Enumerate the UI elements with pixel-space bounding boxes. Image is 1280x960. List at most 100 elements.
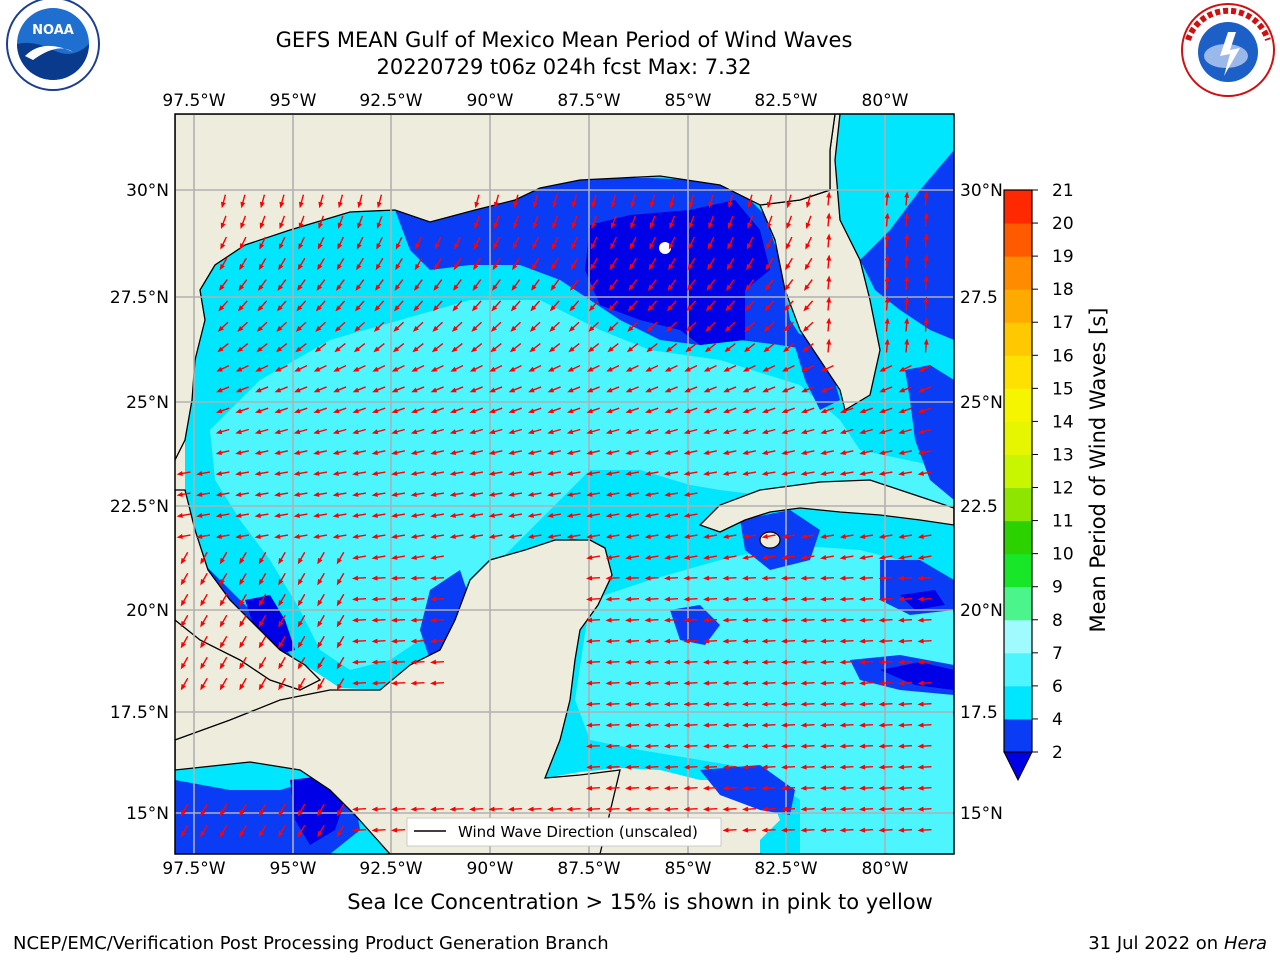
- wave-arrow: [923, 254, 929, 269]
- wave-arrow: [722, 470, 737, 476]
- wave-arrow: [430, 617, 445, 623]
- wave-arrow: [313, 407, 327, 414]
- wave-arrow: [371, 491, 386, 497]
- wave-arrow: [297, 656, 306, 670]
- wave-arrow: [683, 512, 698, 518]
- wave-arrow: [375, 257, 384, 271]
- wave-arrow: [683, 596, 698, 602]
- wave-arrow: [274, 533, 289, 539]
- wave-arrow: [839, 575, 854, 581]
- wave-arrow: [859, 450, 874, 455]
- wave-arrow: [802, 343, 814, 353]
- map-grid: [175, 114, 954, 854]
- wave-arrow: [527, 512, 542, 518]
- wave-arrow: [761, 617, 776, 623]
- wave-arrow: [454, 236, 461, 250]
- wave-arrow: [723, 365, 737, 372]
- wave-arrow: [391, 827, 406, 833]
- wave-arrow: [258, 614, 267, 628]
- wave-arrow: [669, 215, 676, 229]
- wave-arrow: [839, 743, 854, 749]
- wave-arrow: [878, 533, 893, 539]
- wave-arrow: [785, 236, 793, 250]
- wave-arrow: [352, 806, 367, 812]
- wave-arrow: [200, 635, 208, 649]
- lon-tick-bottom: 82.5°W: [754, 859, 817, 879]
- wave-arrow: [762, 386, 776, 393]
- wave-arrow: [294, 365, 308, 372]
- wave-arrow: [839, 533, 854, 539]
- wave-arrow: [898, 806, 913, 812]
- wave-arrow: [254, 428, 269, 435]
- wave-arrow: [703, 365, 717, 372]
- wave-arrow: [552, 194, 558, 209]
- wave-arrow: [608, 300, 619, 312]
- wave-arrow: [336, 677, 345, 691]
- wave-arrow: [743, 343, 756, 353]
- wave-arrow: [430, 533, 445, 539]
- wave-arrow: [587, 343, 600, 353]
- wave-arrow: [839, 701, 854, 707]
- wave-arrow: [200, 614, 208, 628]
- wave-arrow: [859, 575, 874, 581]
- wave-arrow: [274, 512, 289, 518]
- wave-arrow: [513, 194, 519, 209]
- wave-arrow: [336, 614, 345, 628]
- wave-arrow: [433, 279, 443, 291]
- wave-arrow: [898, 470, 913, 476]
- wave-arrow: [391, 512, 406, 518]
- wave-arrow: [278, 803, 286, 817]
- wave-arrow: [430, 407, 444, 414]
- wave-arrow: [664, 470, 679, 476]
- wave-arrow: [586, 680, 601, 686]
- wave-arrow: [357, 215, 364, 229]
- wave-arrow: [215, 450, 230, 455]
- wave-arrow: [765, 257, 774, 271]
- wave-arrow: [703, 407, 717, 414]
- wave-arrow: [859, 407, 873, 414]
- wave-arrow: [450, 365, 464, 372]
- wave-arrow: [923, 191, 929, 206]
- wave-arrow: [878, 785, 893, 791]
- wave-arrow: [898, 450, 913, 455]
- wave-arrow: [683, 806, 698, 812]
- wave-arrow: [685, 343, 697, 353]
- wave-arrow: [220, 194, 227, 209]
- wave-arrow: [605, 701, 620, 707]
- wave-arrow: [510, 321, 521, 332]
- colorbar-segment: [1004, 256, 1032, 290]
- wave-arrow: [371, 659, 386, 665]
- wave-arrow: [430, 428, 444, 435]
- wave-arrow: [839, 617, 854, 623]
- wave-arrow: [332, 428, 347, 435]
- wave-arrow: [590, 257, 598, 271]
- wave-arrow: [219, 635, 228, 649]
- wave-arrow: [336, 257, 345, 271]
- wave-arrow: [684, 386, 698, 393]
- wave-arrow: [449, 512, 464, 518]
- colorbar-tick: 11: [1052, 512, 1074, 532]
- wave-arrow: [923, 233, 929, 248]
- wave-arrow: [742, 764, 757, 770]
- wave-arrow: [531, 279, 540, 291]
- wave-arrow: [215, 491, 230, 497]
- wave-arrow: [391, 638, 406, 644]
- us-gulf-land: [175, 114, 836, 461]
- wave-arrow: [547, 806, 562, 812]
- wave-arrow: [859, 554, 874, 560]
- wave-arrow: [859, 701, 874, 707]
- wave-arrow: [800, 554, 815, 560]
- wave-arrow: [547, 470, 562, 476]
- wave-arrow: [254, 407, 269, 414]
- wave-arrow: [432, 300, 443, 312]
- wave-arrow: [373, 321, 385, 332]
- wave-arrow: [605, 428, 620, 435]
- wave-arrow: [508, 806, 523, 812]
- wave-arrow: [568, 343, 580, 353]
- wave-arrow: [297, 279, 306, 291]
- wave-arrow: [800, 827, 815, 833]
- wave-arrow: [508, 407, 522, 414]
- colorbar-segment: [1004, 718, 1032, 753]
- wave-arrow: [430, 659, 445, 665]
- wave-arrow: [644, 533, 659, 539]
